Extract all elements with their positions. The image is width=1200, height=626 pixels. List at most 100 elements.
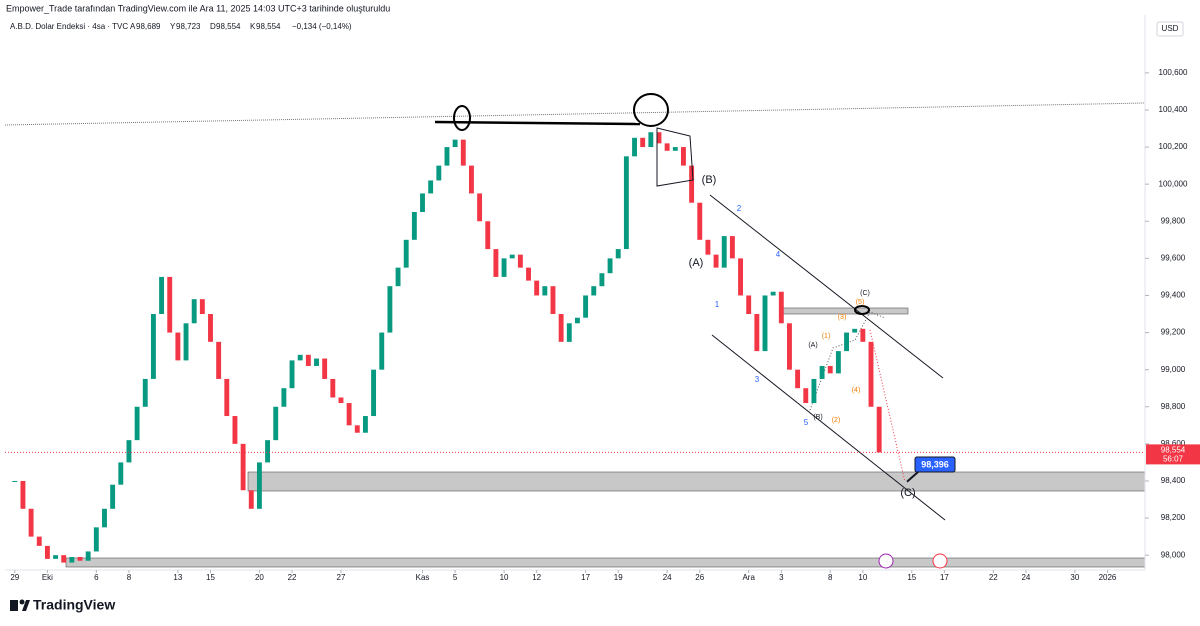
trend-line	[4, 102, 1146, 126]
x-tick-label: 30	[1070, 573, 1079, 582]
y-tick-label: 100,200	[1159, 142, 1188, 151]
candle	[697, 202, 703, 240]
candle	[159, 276, 165, 315]
ohlc-key: A	[130, 22, 136, 31]
candle	[436, 165, 442, 181]
candle	[346, 403, 352, 426]
candle	[411, 211, 417, 240]
x-tick-label: 8	[127, 573, 132, 582]
wave-label: (B)	[702, 174, 717, 186]
candle	[256, 462, 262, 509]
wave-label: (3)	[838, 314, 847, 321]
candle	[575, 317, 580, 324]
candle	[379, 332, 385, 370]
candle	[175, 332, 181, 361]
candle	[648, 132, 654, 148]
last-price-box	[1146, 444, 1200, 465]
wave-label: (C)	[900, 487, 915, 499]
candle	[868, 341, 874, 407]
candle	[85, 551, 91, 561]
candle	[558, 314, 564, 342]
y-tick-label: 100,400	[1159, 105, 1188, 114]
candle	[102, 508, 107, 528]
x-tick-label: Eki	[42, 573, 53, 582]
candle	[819, 365, 825, 379]
candle	[746, 295, 752, 315]
ohlc-value: 98,723	[176, 22, 201, 31]
legend: A.B.D. Dolar Endeksi · 4sa · TVC A 98,689…	[10, 22, 352, 31]
circle	[633, 93, 669, 127]
candle	[118, 462, 124, 485]
candle	[681, 147, 686, 166]
candle	[477, 193, 483, 222]
candle	[208, 314, 213, 342]
candle	[762, 295, 768, 352]
projection	[869, 329, 906, 483]
candle	[199, 299, 205, 315]
x-tick-label: 29	[10, 573, 19, 582]
ohlc-value: 98,554	[216, 22, 241, 31]
candle	[729, 236, 735, 259]
change: −0,134 (−0,14%)	[292, 22, 352, 31]
ohlc-value: 98,554	[256, 22, 281, 31]
candle	[460, 139, 466, 166]
candle	[468, 165, 474, 194]
zone	[247, 471, 1146, 492]
candle	[632, 137, 637, 157]
x-tick-label: 10	[858, 573, 867, 582]
candle	[183, 323, 189, 361]
candle	[20, 480, 26, 509]
candle	[754, 314, 760, 352]
wave-guide	[809, 311, 886, 411]
candle	[191, 299, 197, 324]
candle	[216, 341, 222, 379]
candle	[167, 276, 173, 333]
candle	[28, 508, 34, 537]
candle	[420, 193, 425, 212]
x-tick-label: 10	[500, 573, 509, 582]
x-tick-label: 13	[173, 573, 182, 582]
candle	[599, 273, 605, 287]
candle	[705, 239, 711, 255]
x-tick-label: 27	[337, 573, 346, 582]
x-tick-label: 17	[940, 573, 949, 582]
circle	[453, 105, 471, 131]
y-tick-label: 99,400	[1161, 291, 1186, 300]
last-price: 98,554	[1161, 446, 1186, 455]
wave-label: 4	[776, 250, 781, 259]
candle	[387, 286, 393, 333]
candle	[550, 286, 556, 315]
currency: USD	[1162, 24, 1179, 33]
wave-label: (C)	[860, 290, 870, 297]
candle	[36, 536, 42, 546]
candle	[150, 314, 156, 379]
x-tick-label: 19	[614, 573, 623, 582]
candle	[623, 156, 629, 250]
y-tick-label: 99,200	[1161, 328, 1186, 337]
candle	[126, 440, 132, 463]
candle	[713, 254, 719, 268]
x-tick-label: 15	[206, 573, 215, 582]
candle	[509, 254, 515, 259]
candle	[852, 328, 858, 333]
candle	[322, 358, 328, 379]
y-tick-label: 99,800	[1161, 216, 1186, 225]
x-tick-label: 15	[907, 573, 916, 582]
x-tick-label: Kas	[416, 573, 430, 582]
y-tick-label: 99,000	[1161, 365, 1186, 374]
candle	[305, 354, 311, 366]
event-icon	[932, 553, 948, 569]
candle	[501, 258, 507, 277]
wave-label: (A)	[689, 257, 704, 269]
wave-label: (1)	[822, 333, 831, 340]
x-tick-label: 22	[989, 573, 998, 582]
wave-label: 1	[715, 300, 720, 309]
target-pointer	[906, 471, 919, 483]
logo-text: TradingView	[33, 597, 115, 613]
x-tick-label: 2026	[1099, 573, 1117, 582]
wave-label: 2	[737, 204, 742, 213]
target-label: 98,396	[921, 459, 949, 469]
candle	[281, 388, 287, 407]
candle	[338, 397, 344, 404]
